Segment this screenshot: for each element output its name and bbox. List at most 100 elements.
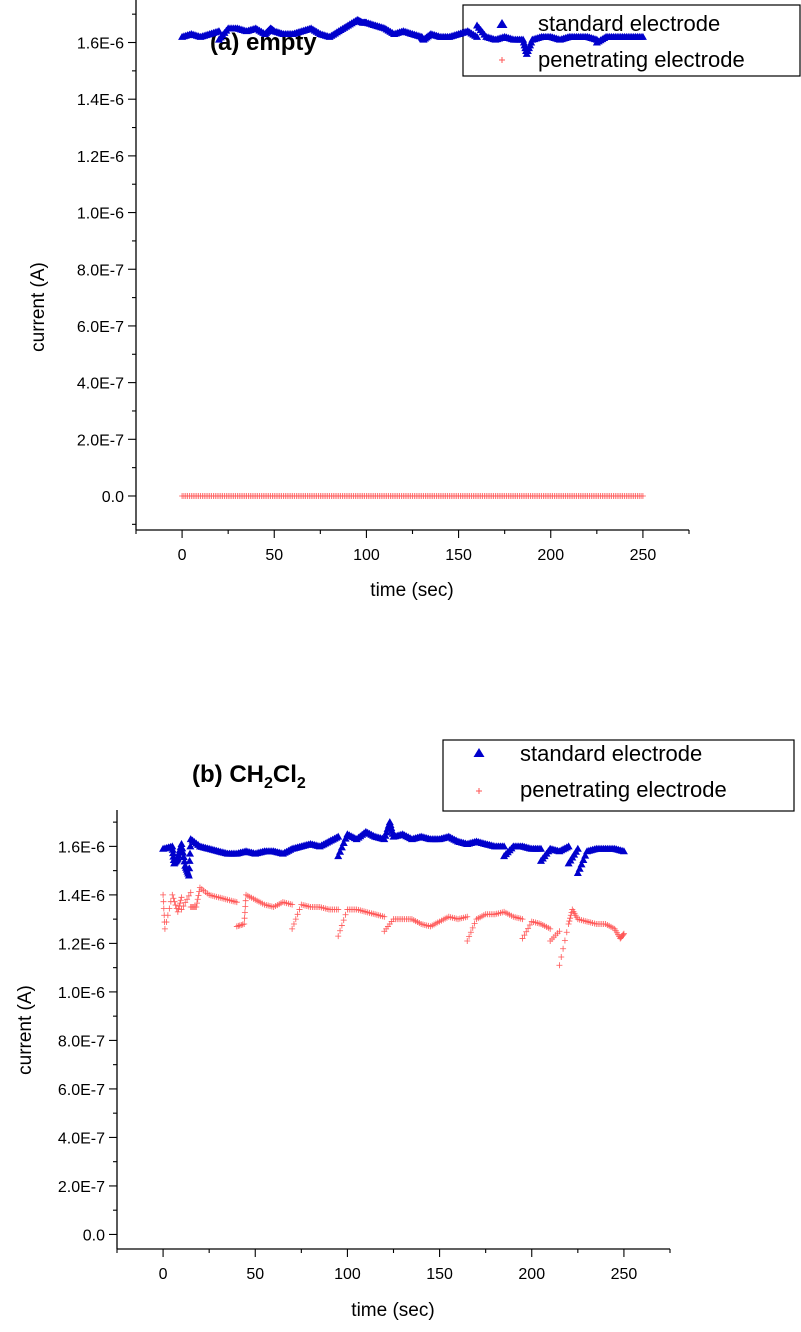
chart-b-point-penetrating	[160, 891, 167, 898]
chart-b-point-penetrating	[480, 912, 487, 919]
chart-b-point-standard	[498, 842, 507, 850]
chart-b-x-tick-label: 150	[426, 1266, 453, 1283]
chart-b-point-penetrating	[609, 924, 616, 931]
chart-b-point-penetrating	[554, 930, 561, 937]
chart-b-point-penetrating	[525, 925, 532, 932]
chart-b-point-penetrating	[194, 896, 201, 903]
chart-b-point-penetrating	[177, 900, 184, 907]
chart-b-point-penetrating	[619, 932, 626, 939]
chart-b-point-standard	[581, 851, 590, 859]
chart-b: (b) CH2Cl2 standard electrode penetratin…	[15, 739, 795, 1321]
chart-b-point-penetrating	[333, 906, 340, 913]
chart-b-point-penetrating	[591, 920, 598, 927]
chart-b-y-tick-label: 1.6E-6	[58, 839, 105, 856]
chart-b-point-penetrating	[259, 900, 266, 907]
chart-a-y-tick-label: 1.2E-6	[77, 149, 124, 166]
chart-a-legend: standard electrode penetrating electrode	[462, 4, 801, 77]
chart-b-point-penetrating	[170, 895, 177, 902]
chart-b-point-penetrating	[466, 933, 473, 940]
chart-b-point-penetrating	[388, 918, 395, 925]
chart-b-x-tick-label: 200	[518, 1266, 545, 1283]
chart-b-point-penetrating	[294, 911, 301, 918]
chart-b-point-standard	[577, 860, 586, 868]
chart-b-point-penetrating	[242, 903, 249, 910]
chart-b-legend-marker-standard	[473, 748, 485, 757]
chart-b-point-penetrating	[563, 929, 570, 936]
chart-b-legend-box	[442, 739, 795, 812]
chart-b-title-part-2: Cl	[273, 761, 297, 788]
chart-b-point-penetrating	[335, 933, 342, 940]
chart-b-x-tick-label: 50	[246, 1266, 264, 1283]
chart-a-legend-label-standard: standard electrode	[538, 11, 720, 36]
chart-b-point-penetrating	[185, 892, 192, 899]
chart-b-point-standard	[339, 838, 348, 846]
chart-b-point-standard	[337, 843, 346, 851]
chart-b-point-penetrating	[278, 900, 285, 907]
chart-b-point-standard	[571, 847, 580, 855]
chart-b-title-sub-2: 2	[297, 775, 306, 792]
chart-b-point-penetrating	[184, 896, 191, 903]
chart-b-legend-marker-penetrating	[476, 788, 482, 794]
chart-a-x-tick-label: 200	[537, 547, 564, 564]
chart-b-point-penetrating	[566, 918, 573, 925]
chart-a-x-tick-label: 250	[630, 547, 657, 564]
chart-b-point-standard	[575, 864, 584, 872]
chart-b-title-part-1: (b) CH	[192, 761, 264, 788]
chart-b-x-ticks: 0 50 100 150 200 250	[116, 1249, 671, 1283]
chart-b-point-penetrating	[177, 897, 184, 904]
chart-b-point-penetrating	[180, 903, 187, 910]
chart-b-point-penetrating	[340, 917, 347, 924]
chart-b-point-penetrating	[178, 906, 185, 913]
chart-b-point-penetrating	[196, 888, 203, 895]
chart-a-x-tick-label: 100	[353, 547, 380, 564]
chart-b-point-penetrating	[161, 925, 168, 932]
chart-b-point-penetrating	[194, 900, 201, 907]
chart-b-point-penetrating	[556, 962, 563, 969]
chart-a-point-standard	[637, 32, 646, 40]
chart-a-x-tick-label: 150	[445, 547, 472, 564]
chart-b-point-penetrating	[213, 893, 220, 900]
chart-b-y-tick-label: 1.4E-6	[58, 888, 105, 905]
chart-b-point-penetrating	[182, 899, 189, 906]
chart-b-point-penetrating	[561, 937, 568, 944]
chart-b-point-penetrating	[222, 896, 229, 903]
chart-b-legend: standard electrode penetrating electrode	[442, 739, 795, 812]
chart-b-y-axis-title: current (A)	[15, 985, 36, 1075]
chart-a-point-standard	[480, 30, 489, 38]
chart-b-point-penetrating	[337, 927, 344, 934]
chart-b-x-tick-label: 100	[334, 1266, 361, 1283]
chart-a-y-tick-label: 2.0E-7	[77, 432, 124, 449]
chart-b-point-penetrating	[166, 905, 173, 912]
chart-b-point-penetrating	[517, 915, 524, 922]
chart-b-point-penetrating	[434, 919, 441, 926]
chart-b-point-penetrating	[565, 920, 572, 927]
chart-b-point-penetrating	[169, 891, 176, 898]
chart-b-point-standard	[169, 849, 178, 857]
chart-a-y-axis-title: current (A)	[28, 262, 49, 352]
chart-b-point-penetrating	[342, 911, 349, 918]
chart-b-point-penetrating	[292, 916, 299, 923]
chart-b-series-standard	[159, 818, 628, 879]
chart-b-point-penetrating	[172, 902, 179, 909]
chart-b-point-penetrating	[204, 890, 211, 897]
chart-a-x-ticks: 0 50 100 150 200 250	[135, 530, 690, 564]
chart-b-point-penetrating	[370, 910, 377, 917]
chart-b-y-tick-label: 4.0E-7	[58, 1130, 105, 1147]
chart-b-point-penetrating	[558, 953, 565, 960]
chart-b-point-penetrating	[242, 897, 249, 904]
chart-b-point-penetrating	[523, 928, 530, 935]
chart-b-point-penetrating	[467, 929, 474, 936]
chart-b-point-penetrating	[324, 905, 331, 912]
chart-b-point-standard	[178, 848, 187, 856]
chart-b-point-penetrating	[160, 905, 167, 912]
chart-b-point-penetrating	[443, 914, 450, 921]
chart-b-point-penetrating	[289, 925, 296, 932]
chart-a-y-tick-label: 6.0E-7	[77, 319, 124, 336]
chart-b-point-standard	[185, 849, 194, 857]
chart-b-point-penetrating	[526, 921, 533, 928]
chart-a-series-standard	[178, 15, 647, 57]
chart-b-point-penetrating	[582, 918, 589, 925]
chart-b-point-penetrating	[174, 908, 181, 915]
chart-b-point-penetrating	[567, 915, 574, 922]
chart-b-point-penetrating	[231, 898, 238, 905]
